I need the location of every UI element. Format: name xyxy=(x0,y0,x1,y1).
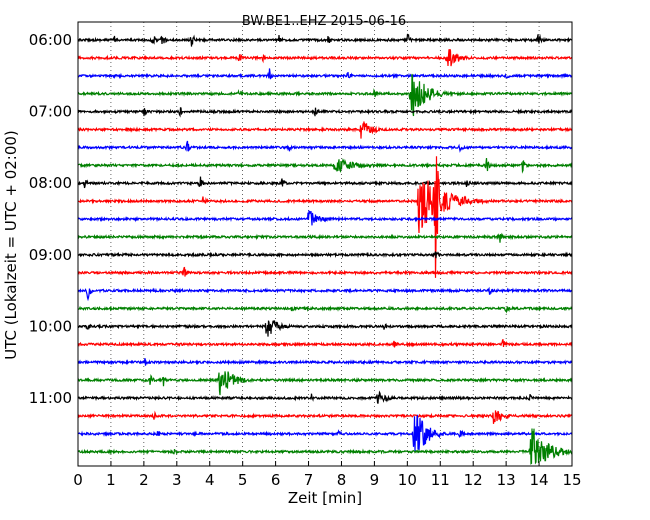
x-tick-label: 11 xyxy=(431,471,450,489)
trace-line xyxy=(77,266,573,277)
trace-line xyxy=(77,107,573,118)
trace-line xyxy=(77,339,573,348)
x-tick-label: 7 xyxy=(304,471,314,489)
x-axis-label: Zeit [min] xyxy=(288,489,362,507)
trace-line xyxy=(77,428,573,465)
y-tick-label: 06:00 xyxy=(29,31,72,49)
x-tick-label: 4 xyxy=(205,471,215,489)
y-tick-label: 10:00 xyxy=(29,317,72,335)
x-tick-label: 8 xyxy=(337,471,347,489)
trace-line xyxy=(77,121,573,139)
trace-line xyxy=(77,305,573,314)
trace-line xyxy=(77,286,573,302)
y-axis-label: UTC (Lokalzeit = UTC + 02:00) xyxy=(2,130,20,360)
x-tick-label: 3 xyxy=(172,471,182,489)
x-tick-label: 12 xyxy=(464,471,483,489)
y-tick-label: 09:00 xyxy=(29,246,72,264)
x-tick-label: 13 xyxy=(497,471,516,489)
y-tick-label: 07:00 xyxy=(29,103,72,121)
trace-line xyxy=(77,176,573,189)
x-tick-label: 14 xyxy=(530,471,549,489)
trace-line xyxy=(77,33,573,47)
x-tick-label: 15 xyxy=(562,471,581,489)
trace-line xyxy=(77,358,573,366)
trace-line xyxy=(77,371,573,396)
x-tick-label: 6 xyxy=(271,471,281,489)
y-tick-label: 11:00 xyxy=(29,389,72,407)
x-tick-label: 2 xyxy=(139,471,149,489)
x-tick-label: 5 xyxy=(238,471,248,489)
trace-line xyxy=(77,414,573,453)
trace-line xyxy=(77,73,573,117)
x-tick-label: 9 xyxy=(370,471,380,489)
trace-line xyxy=(77,251,573,259)
trace-line xyxy=(77,140,573,153)
x-tick-label: 0 xyxy=(73,471,83,489)
trace-line xyxy=(77,156,573,278)
trace-line xyxy=(77,232,573,243)
trace-line xyxy=(77,68,573,80)
x-tick-label: 1 xyxy=(106,471,116,489)
trace-line xyxy=(77,157,573,174)
trace-line xyxy=(77,209,573,226)
y-tick-label: 08:00 xyxy=(29,174,72,192)
trace-line xyxy=(77,390,573,404)
x-axis: 0 1 2 3 4 5 6 7 8 9 10 11 12 13 14 15 xyxy=(73,461,582,489)
plot-frame xyxy=(77,21,573,467)
trace-line xyxy=(77,410,573,424)
trace-line xyxy=(77,320,573,337)
trace-group xyxy=(77,33,573,465)
trace-line xyxy=(77,49,573,67)
y-axis: 06:00 07:00 08:00 09:00 10:00 11:00 xyxy=(29,31,83,407)
x-tick-label: 10 xyxy=(398,471,417,489)
